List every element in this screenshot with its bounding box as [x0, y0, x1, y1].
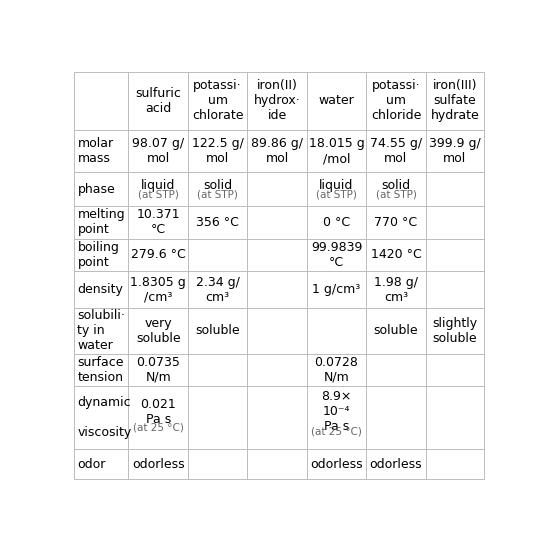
Text: odor: odor — [77, 458, 106, 471]
Text: soluble: soluble — [195, 324, 240, 337]
Text: 122.5 g/
mol: 122.5 g/ mol — [192, 137, 244, 165]
Text: soluble: soluble — [374, 324, 418, 337]
Text: potassi·
um
chlorate: potassi· um chlorate — [192, 80, 244, 123]
Text: water: water — [319, 94, 354, 107]
Text: sulfuric
acid: sulfuric acid — [135, 87, 181, 115]
Text: 0.0728
N/m: 0.0728 N/m — [314, 356, 359, 384]
Text: phase: phase — [77, 183, 115, 196]
Text: molar
mass: molar mass — [77, 137, 113, 165]
Text: density: density — [77, 283, 123, 296]
Text: solid: solid — [382, 179, 410, 192]
Text: solid: solid — [203, 179, 232, 192]
Text: solubili·
ty in
water: solubili· ty in water — [77, 310, 125, 353]
Text: iron(II)
hydrox·
ide: iron(II) hydrox· ide — [253, 80, 300, 123]
Text: surface
tension: surface tension — [77, 356, 124, 384]
Text: 99.9839
°C: 99.9839 °C — [311, 241, 362, 269]
Text: liquid: liquid — [141, 179, 175, 192]
Text: liquid: liquid — [319, 179, 354, 192]
Text: odorless: odorless — [370, 458, 422, 471]
Text: 1.98 g/
cm³: 1.98 g/ cm³ — [374, 276, 418, 304]
Text: 8.9×
10⁻⁴
Pa s: 8.9× 10⁻⁴ Pa s — [322, 390, 352, 433]
Text: 1.8305 g
/cm³: 1.8305 g /cm³ — [130, 276, 186, 304]
Text: 0.0735
N/m: 0.0735 N/m — [136, 356, 180, 384]
Text: 1 g/cm³: 1 g/cm³ — [312, 283, 361, 296]
Text: (at STP): (at STP) — [316, 190, 357, 199]
Text: dynamic

viscosity: dynamic viscosity — [77, 396, 132, 439]
Text: 0 °C: 0 °C — [323, 216, 350, 229]
Text: 2.34 g/
cm³: 2.34 g/ cm³ — [196, 276, 240, 304]
Text: 279.6 °C: 279.6 °C — [131, 249, 185, 262]
Text: 1420 °C: 1420 °C — [371, 249, 421, 262]
Text: odorless: odorless — [132, 458, 184, 471]
Text: (at STP): (at STP) — [138, 190, 179, 199]
Text: 18.015 g
/mol: 18.015 g /mol — [308, 137, 365, 165]
Text: melting
point: melting point — [77, 208, 125, 237]
Text: (at 25 °C): (at 25 °C) — [311, 427, 362, 437]
Text: iron(III)
sulfate
hydrate: iron(III) sulfate hydrate — [431, 80, 480, 123]
Text: 98.07 g/
mol: 98.07 g/ mol — [132, 137, 184, 165]
Text: slightly
soluble: slightly soluble — [432, 317, 477, 345]
Text: 10.371
°C: 10.371 °C — [136, 208, 180, 237]
Text: boiling
point: boiling point — [77, 241, 119, 269]
Text: 399.9 g/
mol: 399.9 g/ mol — [429, 137, 481, 165]
Text: (at 25 °C): (at 25 °C) — [133, 422, 184, 432]
Text: very
soluble: very soluble — [136, 317, 180, 345]
Text: (at STP): (at STP) — [197, 190, 238, 199]
Text: 356 °C: 356 °C — [196, 216, 239, 229]
Text: 770 °C: 770 °C — [374, 216, 417, 229]
Text: 0.021
Pa s: 0.021 Pa s — [140, 398, 176, 426]
Text: odorless: odorless — [310, 458, 363, 471]
Text: (at STP): (at STP) — [376, 190, 416, 199]
Text: 89.86 g/
mol: 89.86 g/ mol — [251, 137, 303, 165]
Text: 74.55 g/
mol: 74.55 g/ mol — [370, 137, 422, 165]
Text: potassi·
um
chloride: potassi· um chloride — [371, 80, 421, 123]
